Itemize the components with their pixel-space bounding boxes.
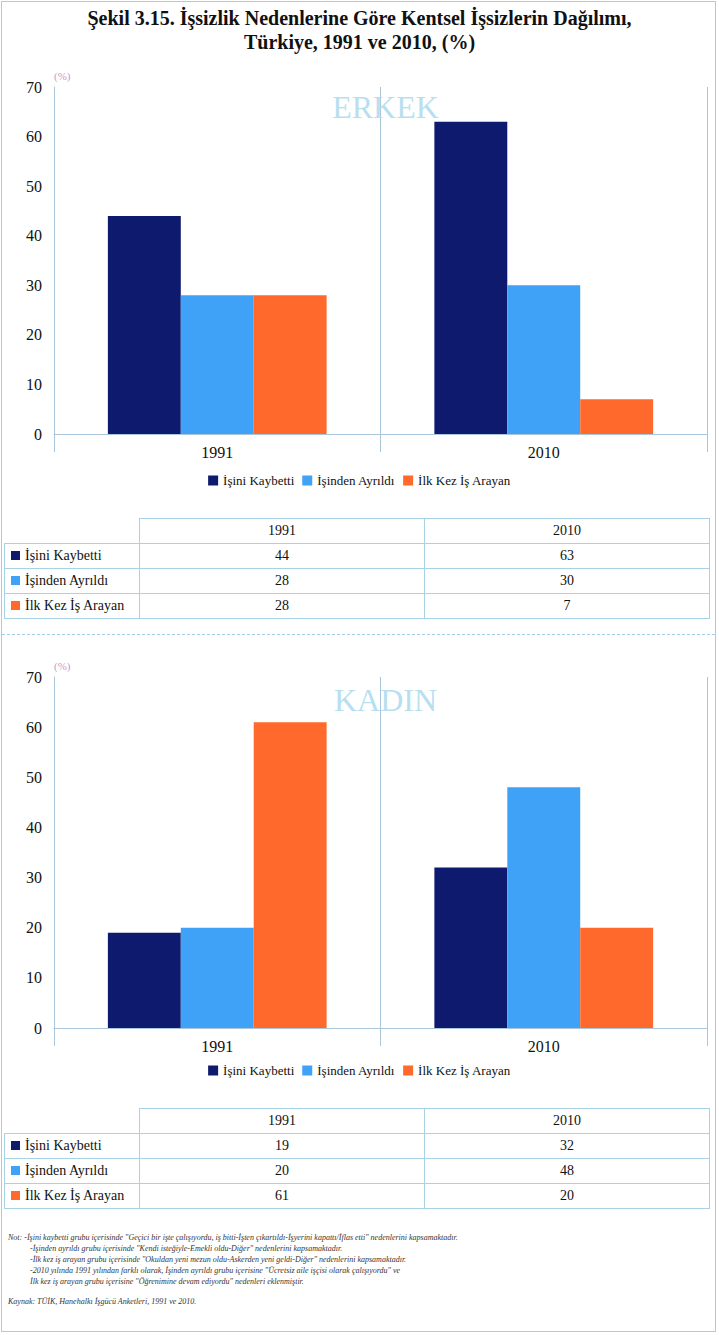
svg-text:İlk Kez İş Arayan: İlk Kez İş Arayan [418, 1063, 511, 1078]
svg-text:60: 60 [26, 719, 42, 736]
html-text:Kaynak: TÜİK, Hanehalkı İşgücü: Kaynak: TÜİK, Hanehalkı İşgücü Anketleri… [8, 1297, 197, 1306]
svg-text:20: 20 [26, 326, 42, 343]
svg-text:0: 0 [34, 426, 42, 443]
html-text:İşinden Ayrıldı: İşinden Ayrıldı [25, 1163, 109, 1178]
svg-text:40: 40 [26, 819, 42, 836]
svg-text:2010: 2010 [528, 444, 560, 461]
html-text:7: 7 [563, 598, 571, 613]
svg-text:1991: 1991 [201, 444, 233, 461]
svg-text:50: 50 [26, 178, 42, 195]
svg-text:10: 10 [26, 969, 42, 986]
svg-text:30: 30 [26, 869, 42, 886]
svg-text:(%): (%) [54, 660, 71, 673]
svg-text:0: 0 [34, 1020, 42, 1037]
html-text:19: 19 [275, 1138, 289, 1153]
svg-text:30: 30 [26, 277, 42, 294]
svg-text:70: 70 [26, 79, 42, 96]
svg-text:20: 20 [26, 919, 42, 936]
html-text:1991: 1991 [268, 1113, 296, 1128]
svg-text:2010: 2010 [528, 1038, 560, 1055]
html-text:20: 20 [275, 1163, 289, 1178]
html-text:28: 28 [275, 598, 289, 613]
html-text:İşinden Ayrıldı: İşinden Ayrıldı [25, 573, 109, 588]
html-text:63: 63 [560, 548, 574, 563]
html-text:2010: 2010 [553, 523, 581, 538]
svg-text:KADIN: KADIN [334, 682, 437, 718]
html-text:44: 44 [275, 548, 289, 563]
html-text:İşini Kaybetti: İşini Kaybetti [25, 548, 102, 563]
html-text:48: 48 [560, 1163, 574, 1178]
svg-text:50: 50 [26, 769, 42, 786]
svg-text:İşinden Ayrıldı: İşinden Ayrıldı [317, 473, 395, 488]
html-text:2010: 2010 [553, 1113, 581, 1128]
html-text:İlk kez iş arayan grubu içeris: İlk kez iş arayan grubu içerisine "Öğren… [30, 1277, 304, 1286]
html-text:İlk Kez İş Arayan: İlk Kez İş Arayan [25, 598, 125, 613]
svg-text:İşini Kaybetti: İşini Kaybetti [223, 1063, 295, 1078]
html-text:Şekil 3.15. İşsizlik Nedenleri: Şekil 3.15. İşsizlik Nedenlerine Göre Ke… [87, 7, 632, 29]
html-text:-İlk kez iş arayan grubu içeri: -İlk kez iş arayan grubu içerisinde "Oku… [30, 1255, 407, 1264]
svg-text:İşinden Ayrıldı: İşinden Ayrıldı [317, 1063, 395, 1078]
svg-text:İlk Kez İş Arayan: İlk Kez İş Arayan [418, 473, 511, 488]
html-text:-İşinden ayrıldı grubu içerisi: -İşinden ayrıldı grubu içerisinde "Kendi… [30, 1244, 343, 1253]
svg-text:10: 10 [26, 376, 42, 393]
html-text:İşini Kaybetti: İşini Kaybetti [25, 1138, 102, 1153]
svg-text:1991: 1991 [201, 1038, 233, 1055]
html-text:32: 32 [560, 1138, 574, 1153]
html-text:30: 30 [560, 573, 574, 588]
html-text:61: 61 [275, 1188, 289, 1203]
html-text:İlk Kez İş Arayan: İlk Kez İş Arayan [25, 1188, 125, 1203]
html-text:Türkiye, 1991 ve 2010, (%): Türkiye, 1991 ve 2010, (%) [244, 31, 475, 53]
svg-text:İşini Kaybetti: İşini Kaybetti [223, 473, 295, 488]
svg-text:ERKEK: ERKEK [332, 89, 439, 125]
html-text:28: 28 [275, 573, 289, 588]
html-text:-2010 yılında 1991 yılından fa: -2010 yılında 1991 yılından farklı olara… [30, 1266, 401, 1275]
html-text:20: 20 [560, 1188, 574, 1203]
svg-text:40: 40 [26, 227, 42, 244]
svg-text:70: 70 [26, 669, 42, 686]
html-text:Not: -İşini kaybetti grubu içe: Not: -İşini kaybetti grubu içerisinde "G… [8, 1233, 458, 1242]
svg-text:(%): (%) [54, 70, 71, 83]
svg-text:60: 60 [26, 128, 42, 145]
html-text:1991: 1991 [268, 523, 296, 538]
